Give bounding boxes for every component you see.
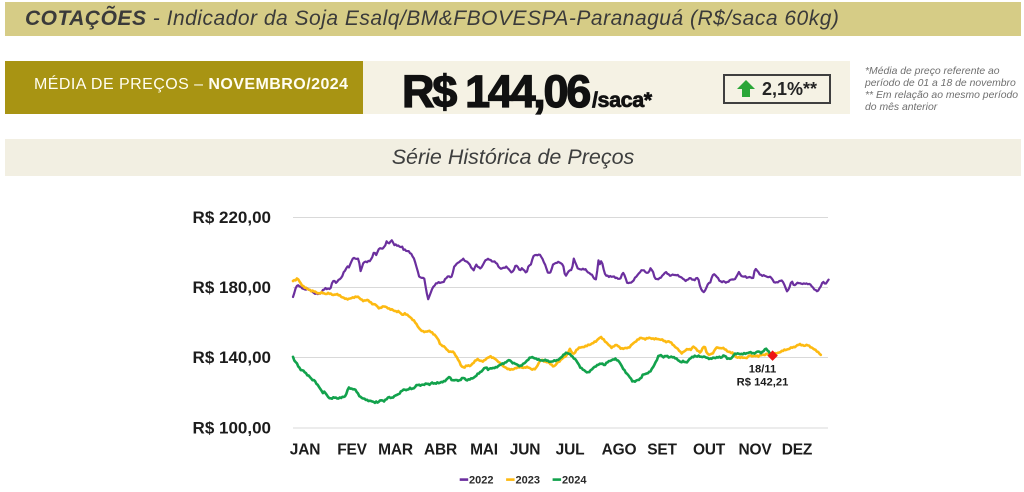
svg-text:R$ 100,00: R$ 100,00 <box>193 419 271 438</box>
svg-text:R$ 140,00: R$ 140,00 <box>193 348 271 367</box>
svg-text:2023: 2023 <box>516 475 540 487</box>
svg-text:R$ 142,21: R$ 142,21 <box>737 377 789 389</box>
svg-text:SET: SET <box>647 442 677 459</box>
svg-text:JUN: JUN <box>510 442 540 459</box>
svg-text:18/11: 18/11 <box>749 364 776 376</box>
svg-text:2024: 2024 <box>562 475 587 487</box>
svg-text:JUL: JUL <box>556 442 585 459</box>
svg-text:JAN: JAN <box>290 442 320 459</box>
svg-text:FEV: FEV <box>337 442 367 459</box>
svg-text:NOV: NOV <box>739 442 773 459</box>
svg-text:OUT: OUT <box>693 442 726 459</box>
svg-text:DEZ: DEZ <box>782 442 813 459</box>
svg-text:R$ 220,00: R$ 220,00 <box>193 208 271 227</box>
svg-text:MAR: MAR <box>378 442 413 459</box>
svg-text:2022: 2022 <box>469 475 493 487</box>
svg-text:ABR: ABR <box>424 442 457 459</box>
svg-text:R$ 180,00: R$ 180,00 <box>193 278 271 297</box>
svg-text:AGO: AGO <box>602 442 637 459</box>
svg-text:MAI: MAI <box>470 442 498 459</box>
